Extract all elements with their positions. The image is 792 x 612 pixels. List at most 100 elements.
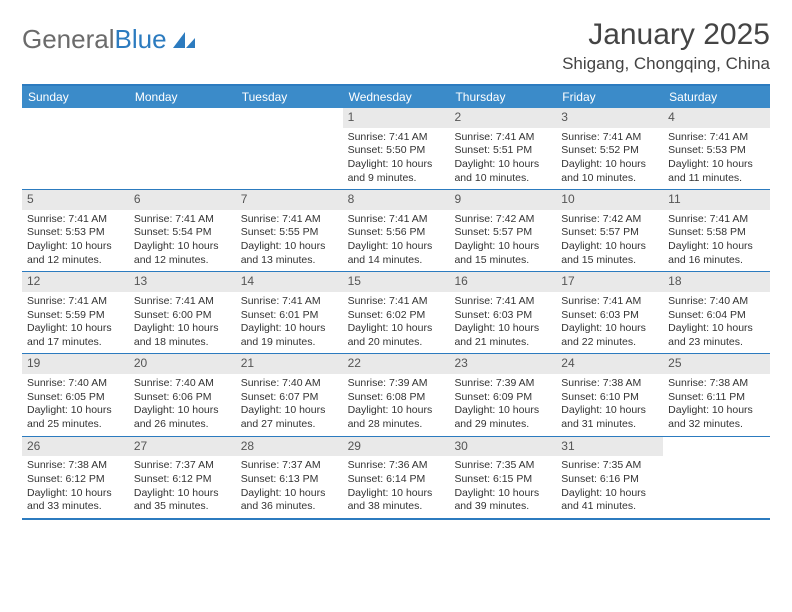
daylight-line: Daylight: 10 hours and 23 minutes. bbox=[668, 322, 765, 349]
sunset-line: Sunset: 5:50 PM bbox=[348, 144, 445, 158]
sunrise-line: Sunrise: 7:42 AM bbox=[561, 213, 658, 227]
day-cell: 27Sunrise: 7:37 AMSunset: 6:12 PMDayligh… bbox=[129, 437, 236, 518]
day-body: Sunrise: 7:41 AMSunset: 5:53 PMDaylight:… bbox=[663, 130, 770, 190]
day-cell: 23Sunrise: 7:39 AMSunset: 6:09 PMDayligh… bbox=[449, 354, 556, 435]
week-row: ...1Sunrise: 7:41 AMSunset: 5:50 PMDayli… bbox=[22, 108, 770, 190]
logo-text-blue: Blue bbox=[115, 24, 167, 55]
daylight-line: Daylight: 10 hours and 10 minutes. bbox=[561, 158, 658, 185]
day-cell: 19Sunrise: 7:40 AMSunset: 6:05 PMDayligh… bbox=[22, 354, 129, 435]
sunset-line: Sunset: 5:58 PM bbox=[668, 226, 765, 240]
sunset-line: Sunset: 6:12 PM bbox=[27, 473, 124, 487]
day-number: 2 bbox=[449, 108, 556, 128]
sunset-line: Sunset: 6:13 PM bbox=[241, 473, 338, 487]
logo-text-general: General bbox=[22, 24, 115, 55]
sunrise-line: Sunrise: 7:37 AM bbox=[134, 459, 231, 473]
sunrise-line: Sunrise: 7:41 AM bbox=[561, 295, 658, 309]
sunset-line: Sunset: 6:05 PM bbox=[27, 391, 124, 405]
day-body: Sunrise: 7:40 AMSunset: 6:07 PMDaylight:… bbox=[236, 376, 343, 436]
day-number: 1 bbox=[343, 108, 450, 128]
day-number: 10 bbox=[556, 190, 663, 210]
sunrise-line: Sunrise: 7:41 AM bbox=[27, 295, 124, 309]
dow-header: Saturday bbox=[663, 86, 770, 108]
sunset-line: Sunset: 5:51 PM bbox=[454, 144, 551, 158]
daylight-line: Daylight: 10 hours and 41 minutes. bbox=[561, 487, 658, 514]
header: GeneralBlue January 2025 Shigang, Chongq… bbox=[22, 18, 770, 74]
day-number: 3 bbox=[556, 108, 663, 128]
dow-header: Sunday bbox=[22, 86, 129, 108]
day-cell: 18Sunrise: 7:40 AMSunset: 6:04 PMDayligh… bbox=[663, 272, 770, 353]
sunrise-line: Sunrise: 7:41 AM bbox=[134, 295, 231, 309]
sunset-line: Sunset: 5:57 PM bbox=[561, 226, 658, 240]
sunset-line: Sunset: 6:10 PM bbox=[561, 391, 658, 405]
sunrise-line: Sunrise: 7:41 AM bbox=[348, 213, 445, 227]
day-body: Sunrise: 7:41 AMSunset: 5:51 PMDaylight:… bbox=[449, 130, 556, 190]
calendar: SundayMondayTuesdayWednesdayThursdayFrid… bbox=[22, 84, 770, 520]
dow-header: Friday bbox=[556, 86, 663, 108]
daylight-line: Daylight: 10 hours and 31 minutes. bbox=[561, 404, 658, 431]
day-number: 20 bbox=[129, 354, 236, 374]
day-body: Sunrise: 7:41 AMSunset: 6:01 PMDaylight:… bbox=[236, 294, 343, 354]
sunrise-line: Sunrise: 7:41 AM bbox=[348, 295, 445, 309]
day-number: 9 bbox=[449, 190, 556, 210]
day-cell: . bbox=[129, 108, 236, 189]
daylight-line: Daylight: 10 hours and 35 minutes. bbox=[134, 487, 231, 514]
day-body: Sunrise: 7:39 AMSunset: 6:08 PMDaylight:… bbox=[343, 376, 450, 436]
daylight-line: Daylight: 10 hours and 14 minutes. bbox=[348, 240, 445, 267]
day-cell: 28Sunrise: 7:37 AMSunset: 6:13 PMDayligh… bbox=[236, 437, 343, 518]
day-cell: 12Sunrise: 7:41 AMSunset: 5:59 PMDayligh… bbox=[22, 272, 129, 353]
day-cell: 2Sunrise: 7:41 AMSunset: 5:51 PMDaylight… bbox=[449, 108, 556, 189]
sunrise-line: Sunrise: 7:41 AM bbox=[241, 295, 338, 309]
sunrise-line: Sunrise: 7:39 AM bbox=[348, 377, 445, 391]
day-cell: 25Sunrise: 7:38 AMSunset: 6:11 PMDayligh… bbox=[663, 354, 770, 435]
day-body: Sunrise: 7:41 AMSunset: 5:56 PMDaylight:… bbox=[343, 212, 450, 272]
sunrise-line: Sunrise: 7:41 AM bbox=[454, 131, 551, 145]
sunrise-line: Sunrise: 7:35 AM bbox=[454, 459, 551, 473]
day-cell: 24Sunrise: 7:38 AMSunset: 6:10 PMDayligh… bbox=[556, 354, 663, 435]
daylight-line: Daylight: 10 hours and 16 minutes. bbox=[668, 240, 765, 267]
day-body: Sunrise: 7:38 AMSunset: 6:12 PMDaylight:… bbox=[22, 458, 129, 518]
daylight-line: Daylight: 10 hours and 12 minutes. bbox=[27, 240, 124, 267]
day-cell: 13Sunrise: 7:41 AMSunset: 6:00 PMDayligh… bbox=[129, 272, 236, 353]
day-cell: 20Sunrise: 7:40 AMSunset: 6:06 PMDayligh… bbox=[129, 354, 236, 435]
daylight-line: Daylight: 10 hours and 27 minutes. bbox=[241, 404, 338, 431]
day-number: 4 bbox=[663, 108, 770, 128]
sunrise-line: Sunrise: 7:38 AM bbox=[668, 377, 765, 391]
sunrise-line: Sunrise: 7:35 AM bbox=[561, 459, 658, 473]
day-body: Sunrise: 7:41 AMSunset: 5:50 PMDaylight:… bbox=[343, 130, 450, 190]
dow-row: SundayMondayTuesdayWednesdayThursdayFrid… bbox=[22, 86, 770, 108]
day-body: Sunrise: 7:35 AMSunset: 6:16 PMDaylight:… bbox=[556, 458, 663, 518]
day-number: 29 bbox=[343, 437, 450, 457]
day-number: 23 bbox=[449, 354, 556, 374]
day-body: Sunrise: 7:36 AMSunset: 6:14 PMDaylight:… bbox=[343, 458, 450, 518]
daylight-line: Daylight: 10 hours and 33 minutes. bbox=[27, 487, 124, 514]
day-number: 7 bbox=[236, 190, 343, 210]
daylight-line: Daylight: 10 hours and 12 minutes. bbox=[134, 240, 231, 267]
daylight-line: Daylight: 10 hours and 39 minutes. bbox=[454, 487, 551, 514]
daylight-line: Daylight: 10 hours and 11 minutes. bbox=[668, 158, 765, 185]
sunset-line: Sunset: 6:01 PM bbox=[241, 309, 338, 323]
sunrise-line: Sunrise: 7:36 AM bbox=[348, 459, 445, 473]
day-number: 26 bbox=[22, 437, 129, 457]
daylight-line: Daylight: 10 hours and 25 minutes. bbox=[27, 404, 124, 431]
day-number: 6 bbox=[129, 190, 236, 210]
sunset-line: Sunset: 5:57 PM bbox=[454, 226, 551, 240]
day-number: 5 bbox=[22, 190, 129, 210]
sunset-line: Sunset: 6:06 PM bbox=[134, 391, 231, 405]
sunset-line: Sunset: 6:11 PM bbox=[668, 391, 765, 405]
month-title: January 2025 bbox=[562, 18, 770, 52]
daylight-line: Daylight: 10 hours and 19 minutes. bbox=[241, 322, 338, 349]
day-cell: 3Sunrise: 7:41 AMSunset: 5:52 PMDaylight… bbox=[556, 108, 663, 189]
day-number: 31 bbox=[556, 437, 663, 457]
sunrise-line: Sunrise: 7:38 AM bbox=[561, 377, 658, 391]
sunset-line: Sunset: 6:02 PM bbox=[348, 309, 445, 323]
sunrise-line: Sunrise: 7:41 AM bbox=[668, 131, 765, 145]
day-number: 13 bbox=[129, 272, 236, 292]
day-cell: 31Sunrise: 7:35 AMSunset: 6:16 PMDayligh… bbox=[556, 437, 663, 518]
daylight-line: Daylight: 10 hours and 32 minutes. bbox=[668, 404, 765, 431]
day-number: 8 bbox=[343, 190, 450, 210]
sunset-line: Sunset: 5:56 PM bbox=[348, 226, 445, 240]
week-row: 12Sunrise: 7:41 AMSunset: 5:59 PMDayligh… bbox=[22, 272, 770, 354]
sunrise-line: Sunrise: 7:41 AM bbox=[454, 295, 551, 309]
logo: GeneralBlue bbox=[22, 18, 197, 55]
daylight-line: Daylight: 10 hours and 10 minutes. bbox=[454, 158, 551, 185]
